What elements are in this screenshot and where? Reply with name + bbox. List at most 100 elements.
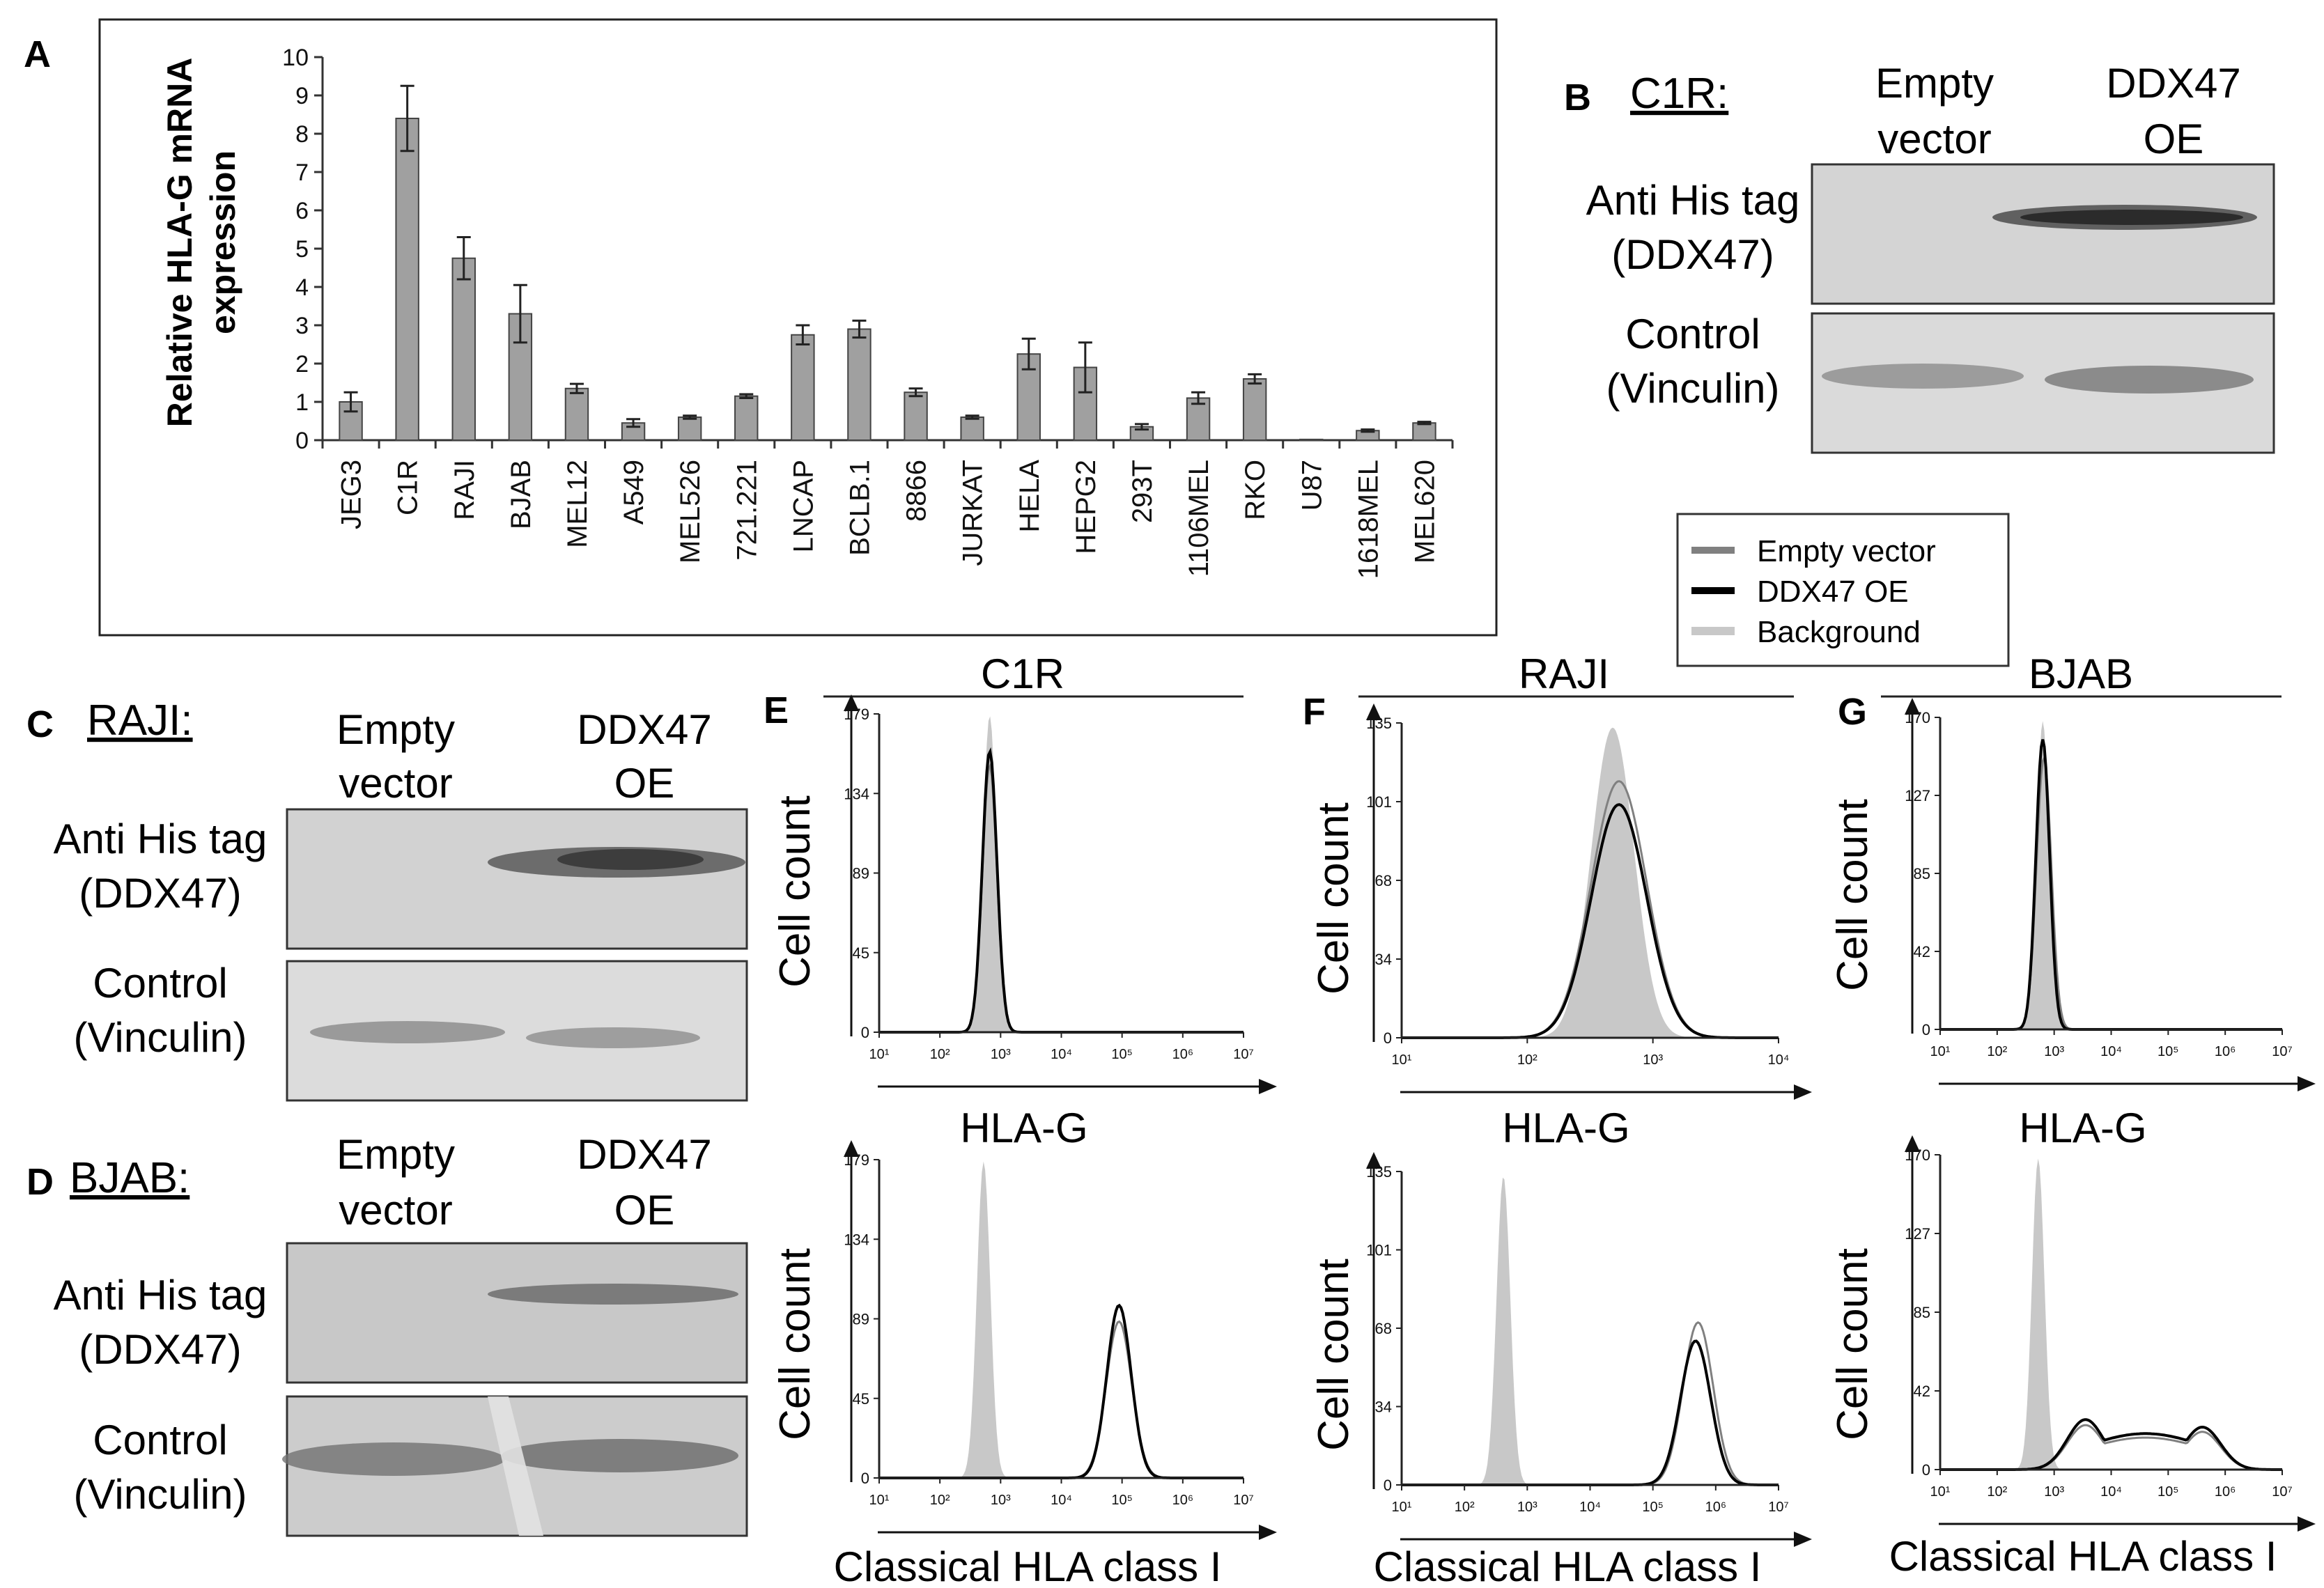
y-arrow-head: [1366, 1152, 1381, 1169]
plot-y-tick-label: 68: [1375, 872, 1392, 889]
x-arrow-head: [2298, 1076, 2316, 1091]
plot-y-tick-label: 0: [1922, 1021, 1930, 1038]
ylabel-line-2: expression: [203, 150, 242, 334]
plot-x-tick-label: 10⁷: [1233, 1493, 1253, 1508]
bar: [734, 395, 759, 441]
panel-d-lane1-line1: Empty: [336, 1131, 455, 1178]
panel-d-lane2-line2: OE: [614, 1187, 675, 1233]
panel-c-row1-line2: (DDX47): [79, 870, 241, 917]
plot-x-tick-label: 10¹: [1392, 1052, 1412, 1068]
y-tick-label: 3: [295, 313, 309, 339]
bar: [451, 257, 476, 441]
x-arrow-head: [1794, 1084, 1812, 1100]
x-tick-label: 1618MEL: [1353, 460, 1384, 579]
plot-x-tick-label: 10⁵: [1111, 1493, 1133, 1508]
histogram-empty-vector: [1402, 1321, 1779, 1486]
plot-y-tick-label: 45: [853, 944, 869, 962]
plot-y-tick-label: 34: [1375, 1399, 1392, 1416]
histogram-background: [879, 1161, 1244, 1478]
panel-b-row2-line2: (Vinculin): [1606, 365, 1780, 412]
plot-y-tick-label: 45: [853, 1390, 869, 1408]
x-tick-label: BCLB.1: [844, 460, 875, 556]
y-arrow-head: [844, 694, 859, 711]
bar: [564, 387, 589, 441]
plot-x-tick-label: 10¹: [1930, 1484, 1951, 1500]
y-tick-label: 6: [295, 198, 309, 224]
plot-x-tick-label: 10⁷: [2272, 1484, 2292, 1500]
bar: [1412, 422, 1436, 441]
plot-y-tick-label: 0: [1384, 1029, 1392, 1047]
panel-g-label: G: [1838, 691, 1867, 733]
plot-x-tick-label: 10³: [991, 1047, 1011, 1062]
panel-b-lane2-line2: OE: [2144, 116, 2204, 162]
plot-y-tick-label: 85: [1914, 1304, 1930, 1321]
y-arrow-head: [1366, 703, 1381, 720]
plot-x-tick-label: 10²: [930, 1047, 950, 1062]
panel-a-label: A: [24, 33, 51, 75]
panel-c-row2-line1: Control: [93, 960, 227, 1006]
ylabel-line-1: Relative HLA-G mRNA: [160, 58, 199, 428]
panel-d-row2-line2: (Vinculin): [74, 1471, 247, 1518]
panel-d-cell-line: BJAB:: [70, 1154, 189, 1202]
plot-x-tick-label: 10⁴: [1768, 1052, 1790, 1068]
plot-y-tick-label: 34: [1375, 951, 1392, 968]
x-arrow-head: [1259, 1525, 1277, 1540]
panel-c-cell-line: RAJI:: [87, 696, 193, 745]
plot-y-tick-label: 127: [1905, 1225, 1930, 1243]
histogram-background: [1940, 1158, 2282, 1470]
panel-b-cell-line: C1R:: [1630, 70, 1728, 118]
panel-g-top-xlabel: HLA-G: [2019, 1105, 2146, 1151]
panel-d-lane1-line2: vector: [339, 1187, 452, 1233]
plot-x-tick-label: 10⁷: [2272, 1044, 2292, 1059]
plot-y-tick-label: 101: [1366, 1242, 1392, 1259]
panel-c-blot-his: [286, 808, 748, 950]
plot-x-tick-label: 10³: [1517, 1500, 1537, 1515]
x-tick-label: MEL12: [562, 460, 593, 548]
panel-b-blot-his: [1811, 163, 2275, 305]
plot-x-tick-label: 10⁶: [1172, 1047, 1193, 1062]
plot-x-tick-label: 10²: [1455, 1500, 1475, 1515]
panel-f-bottom-ylabel: Cell count: [1310, 1259, 1358, 1451]
x-tick-label: 293T: [1127, 460, 1158, 523]
y-tick-label: 1: [295, 389, 309, 416]
plot-x-tick-label: 10⁴: [1579, 1500, 1601, 1515]
y-tick-label: 7: [295, 159, 309, 186]
panel-c-label: C: [26, 703, 54, 745]
bar: [904, 391, 928, 441]
plot-x-tick-label: 10⁵: [2158, 1484, 2179, 1500]
plot-x-tick-label: 10²: [1987, 1484, 2007, 1500]
plot-x-tick-label: 10⁴: [1051, 1047, 1072, 1062]
panel-f-bottom-xlabel: Classical HLA class I: [1374, 1543, 1762, 1588]
y-tick-label: 8: [295, 121, 309, 148]
panel-b-lane1-line1: Empty: [1875, 60, 1994, 107]
plot-y-tick-label: 134: [844, 785, 869, 802]
y-tick-label: 4: [295, 274, 309, 301]
bar: [1242, 378, 1267, 441]
panel-c-row2-line2: (Vinculin): [74, 1014, 247, 1061]
x-tick-label: A549: [619, 460, 649, 524]
panel-c-lane1-line1: Empty: [336, 706, 455, 753]
plot-x-tick-label: 10²: [1987, 1044, 2007, 1059]
bar: [395, 118, 419, 441]
plot-x-tick-label: 10⁴: [2100, 1484, 2122, 1500]
plot-y-tick-label: 68: [1375, 1320, 1392, 1337]
plot-x-tick-label: 10⁶: [1172, 1493, 1193, 1508]
legend: Empty vector DDX47 OE Background: [1676, 513, 2010, 667]
y-tick-label: 0: [295, 428, 309, 454]
panel-f-top-ylabel: Cell count: [1310, 802, 1358, 995]
histogram-background: [879, 716, 1244, 1032]
plot-x-tick-label: 10²: [930, 1493, 950, 1508]
bar: [1299, 438, 1324, 442]
panel-e-bottom-xlabel: Classical HLA class I: [834, 1543, 1222, 1588]
plot-y-tick-label: 101: [1366, 793, 1392, 811]
plot-y-tick-label: 0: [861, 1024, 869, 1041]
panel-e-label: E: [764, 690, 789, 731]
bar: [960, 417, 984, 441]
bar: [677, 417, 702, 441]
panel-e-top-xlabel: HLA-G: [960, 1105, 1087, 1151]
panel-g-top-ylabel: Cell count: [1829, 799, 1877, 991]
plot-y-tick-label: 0: [1384, 1477, 1392, 1494]
